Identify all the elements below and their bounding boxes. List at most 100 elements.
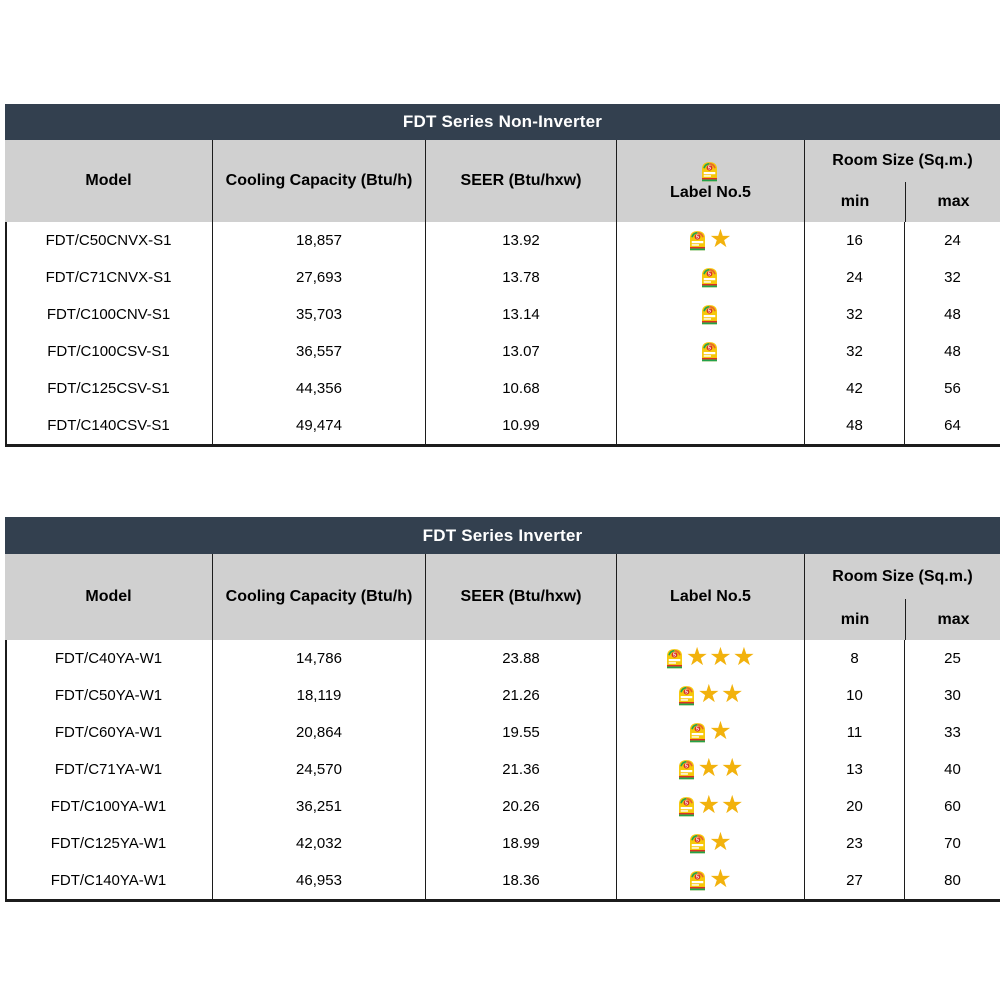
table-row: FDT/C100CSV-S1 36,557 13.07 5 32 48 <box>5 333 1000 370</box>
col-header-max: max <box>905 182 1000 222</box>
svg-text:5: 5 <box>685 764 688 770</box>
svg-text:5: 5 <box>696 838 699 844</box>
col-header-min: min <box>840 193 870 210</box>
label-cell <box>616 407 804 444</box>
svg-text:5: 5 <box>685 690 688 696</box>
seer-cell: 21.36 <box>425 751 616 788</box>
table-row: FDT/C71YA-W1 24,570 21.36 5 ★ ★ 13 40 <box>5 751 1000 788</box>
seer-cell: 10.99 <box>425 407 616 444</box>
star-icon: ★ <box>709 717 732 745</box>
table-title-bar: FDT Series Inverter <box>5 517 1000 554</box>
energy-label-no5-icon: 5 <box>678 759 695 780</box>
room-min-cell: 24 <box>804 259 904 296</box>
energy-label-no5-icon: 5 <box>689 870 706 891</box>
table-header: Model Cooling Capacity (Btu/h) SEER (Btu… <box>5 140 1000 222</box>
model-cell: FDT/C140CSV-S1 <box>47 417 170 434</box>
seer-cell: 21.26 <box>425 677 616 714</box>
label-cell: 5 ★ ★ ★ <box>616 640 804 677</box>
table-row: FDT/C50YA-W1 18,119 21.26 5 ★ ★ 10 30 <box>5 677 1000 714</box>
col-header-room-size: Room Size (Sq.m.) min max <box>804 554 1000 640</box>
energy-label-no5-icon: 5 <box>701 267 718 288</box>
col-header-model: Model <box>85 172 132 189</box>
room-max-cell: 80 <box>904 862 1000 899</box>
table-title: FDT Series Inverter <box>422 525 583 545</box>
energy-label-no5-icon: 5 <box>678 685 695 706</box>
seer-cell: 10.68 <box>425 370 616 407</box>
svg-text:5: 5 <box>708 165 711 171</box>
room-max-cell: 40 <box>904 751 1000 788</box>
seer-cell: 13.78 <box>425 259 616 296</box>
label-cell <box>616 370 804 407</box>
star-icon: ★ <box>709 225 732 253</box>
seer-cell: 23.88 <box>425 640 616 677</box>
cooling-capacity-cell: 24,570 <box>212 751 425 788</box>
col-header-cooling-capacity: Cooling Capacity (Btu/h) <box>212 140 425 222</box>
room-size-group-label: Room Size (Sq.m.) <box>832 567 973 585</box>
svg-text:5: 5 <box>696 235 699 241</box>
star-icon: ★ <box>697 754 720 782</box>
model-cell: FDT/C100YA-W1 <box>50 798 167 815</box>
energy-label-no5-icon: 5 <box>689 722 706 743</box>
col-header-seer: SEER (Btu/hxw) <box>425 554 616 640</box>
star-icon: ★ <box>697 680 720 708</box>
label-cell: 5 ★ <box>616 862 804 899</box>
table-row: FDT/C140CSV-S1 49,474 10.99 48 64 <box>5 407 1000 444</box>
star-icon: ★ <box>732 643 756 671</box>
room-max-cell: 64 <box>904 407 1000 444</box>
label-cell: 5 ★ <box>616 222 804 259</box>
energy-label-no5-icon: 5 <box>701 161 718 182</box>
room-min-cell: 10 <box>804 677 904 714</box>
table-row: FDT/C100CNV-S1 35,703 13.14 5 32 48 <box>5 296 1000 333</box>
cooling-capacity-cell: 14,786 <box>212 640 425 677</box>
svg-text:5: 5 <box>673 653 676 659</box>
label-cell: 5 <box>616 259 804 296</box>
cooling-capacity-cell: 46,953 <box>212 862 425 899</box>
seer-cell: 18.36 <box>425 862 616 899</box>
room-min-cell: 11 <box>804 714 904 751</box>
col-header-min: min <box>840 610 870 628</box>
room-min-cell: 42 <box>804 370 904 407</box>
star-icon: ★ <box>697 791 720 819</box>
table-body: FDT/C50CNVX-S1 18,857 13.92 5 ★ 16 24 FDT/C71CN… <box>5 222 1000 447</box>
col-header-seer: SEER (Btu/hxw) <box>425 140 616 222</box>
table-body: FDT/C40YA-W1 14,786 23.88 5 ★ ★ ★ 8 25 FDT/C50YA-… <box>5 640 1000 902</box>
table-row: FDT/C71CNVX-S1 27,693 13.78 5 24 32 <box>5 259 1000 296</box>
cooling-capacity-cell: 44,356 <box>212 370 425 407</box>
room-min-cell: 32 <box>804 296 904 333</box>
room-min-cell: 13 <box>804 751 904 788</box>
energy-label-no5-icon: 5 <box>666 648 683 669</box>
svg-text:5: 5 <box>708 309 711 315</box>
star-icon: ★ <box>721 754 744 782</box>
room-max-cell: 70 <box>904 825 1000 862</box>
table-row: FDT/C100YA-W1 36,251 20.26 5 ★ ★ 20 60 <box>5 788 1000 825</box>
energy-label-no5-icon: 5 <box>689 230 706 251</box>
col-header-model: Model <box>85 588 132 605</box>
room-max-cell: 60 <box>904 788 1000 825</box>
model-cell: FDT/C71CNVX-S1 <box>45 269 172 286</box>
room-min-cell: 27 <box>804 862 904 899</box>
room-max-cell: 25 <box>904 640 1000 677</box>
cooling-capacity-cell: 35,703 <box>212 296 425 333</box>
room-max-cell: 56 <box>904 370 1000 407</box>
model-cell: FDT/C125YA-W1 <box>50 835 167 852</box>
room-size-subheaders: min max <box>805 599 1000 640</box>
room-max-cell: 30 <box>904 677 1000 714</box>
seer-cell: 20.26 <box>425 788 616 825</box>
label-cell: 5 <box>616 296 804 333</box>
model-cell: FDT/C60YA-W1 <box>54 724 163 741</box>
col-header-label-no5: 5 Label No.5 <box>616 140 804 222</box>
model-cell: FDT/C100CSV-S1 <box>47 343 170 360</box>
non-inverter-table: FDT Series Non-Inverter Model Cooling Ca… <box>5 104 1000 447</box>
seer-cell: 13.92 <box>425 222 616 259</box>
inverter-table: FDT Series Inverter Model Cooling Capaci… <box>5 517 1000 902</box>
cooling-capacity-cell: 49,474 <box>212 407 425 444</box>
energy-label-no5-icon: 5 <box>701 341 718 362</box>
col-header-room-size: Room Size (Sq.m.) min max <box>804 140 1000 222</box>
model-cell: FDT/C50CNVX-S1 <box>45 232 172 249</box>
room-size-subheaders: min max <box>805 182 1000 222</box>
room-max-cell: 32 <box>904 259 1000 296</box>
svg-text:5: 5 <box>696 875 699 881</box>
label-cell: 5 ★ <box>616 825 804 862</box>
seer-cell: 19.55 <box>425 714 616 751</box>
